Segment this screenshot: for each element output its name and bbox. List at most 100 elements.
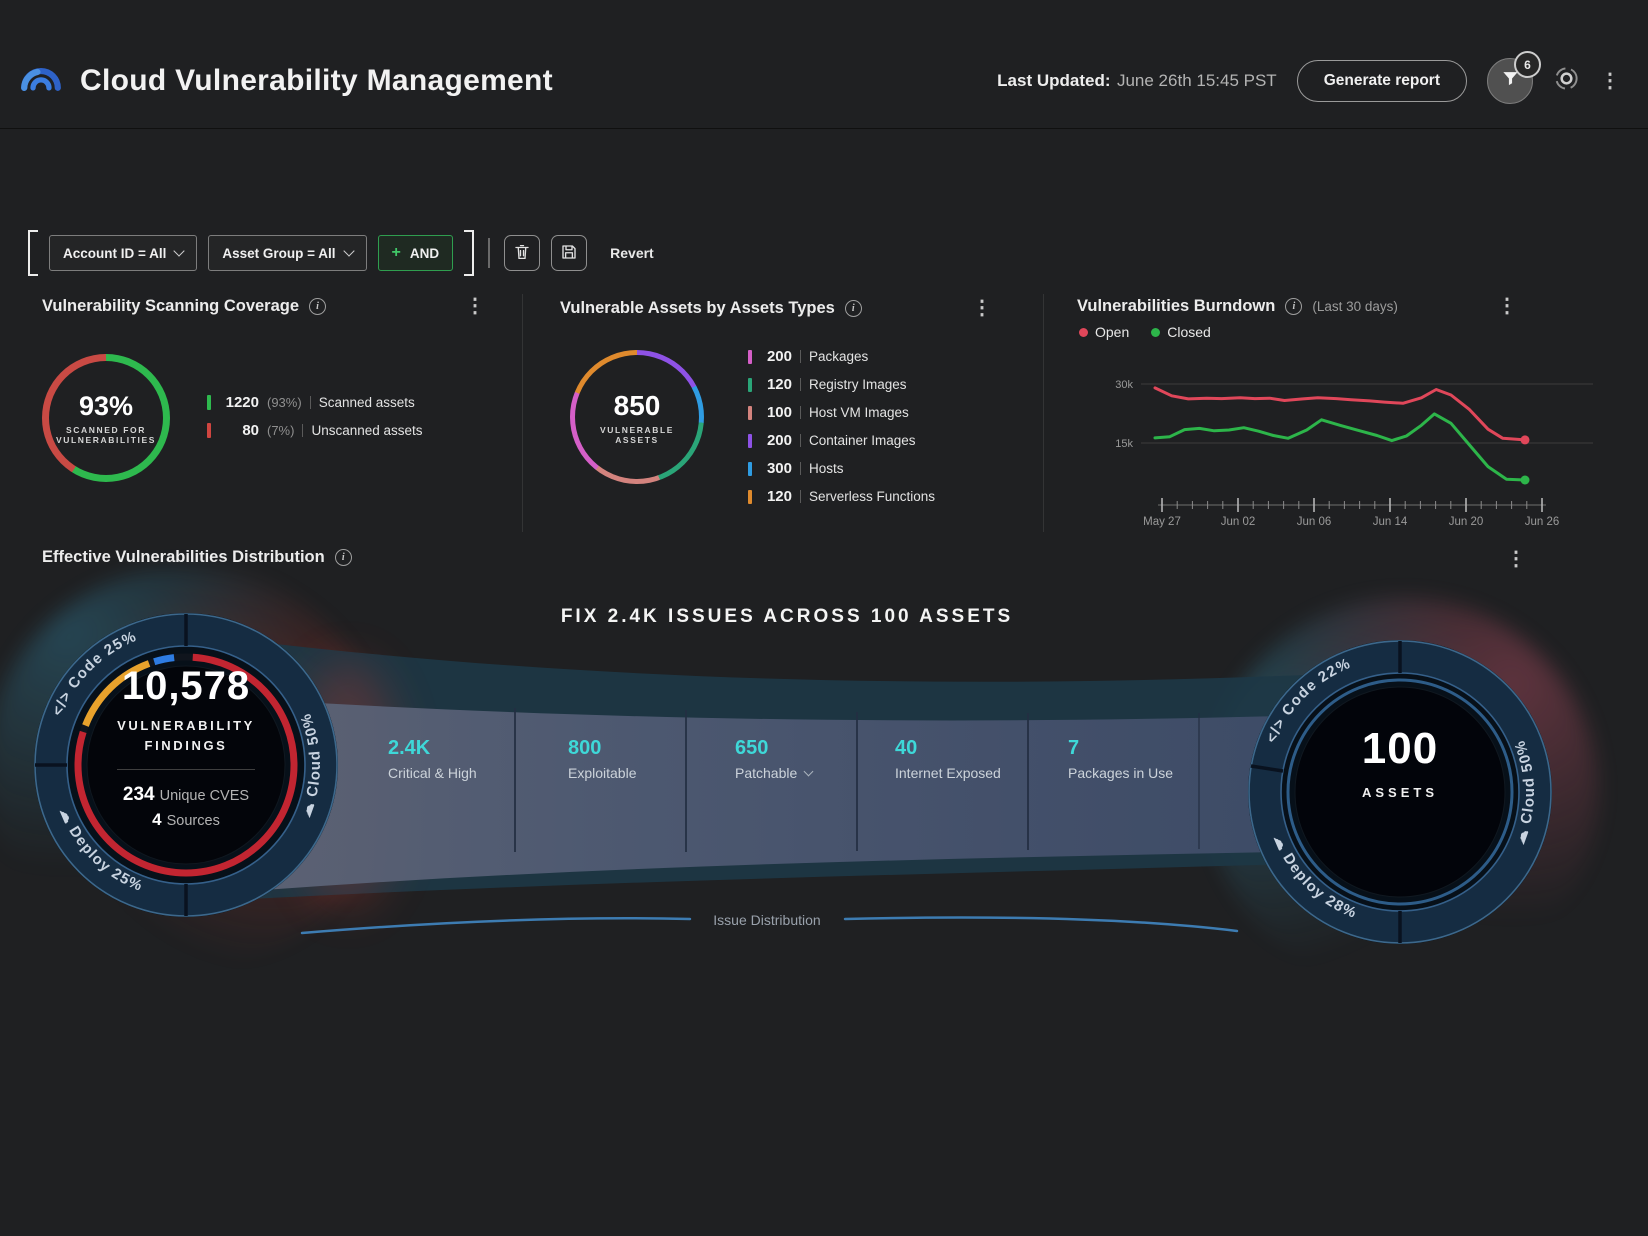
legend-label: Registry Images bbox=[809, 377, 907, 392]
stat-packages-in-use: 7 Packages in Use bbox=[1068, 737, 1173, 781]
findings-label: VULNERABILITY FINDINGS bbox=[117, 718, 255, 754]
stat-value: 2.4K bbox=[388, 737, 431, 759]
legend-value: 1220 bbox=[225, 394, 259, 411]
info-icon[interactable]: i bbox=[309, 297, 327, 315]
asset-group-filter-chip[interactable]: Asset Group = All bbox=[208, 235, 367, 271]
scanning-coverage-kebab[interactable]: ⋮ bbox=[465, 295, 485, 317]
legend-pct: (93%) bbox=[267, 395, 302, 410]
revert-button[interactable]: Revert bbox=[610, 245, 654, 261]
burndown-title: Vulnerabilities Burndown bbox=[1077, 296, 1276, 315]
page-title: Cloud Vulnerability Management bbox=[80, 64, 553, 97]
radar-icon[interactable] bbox=[1553, 65, 1580, 97]
legend-item: 120 Serverless Functions bbox=[748, 488, 935, 505]
filter-bar: Account ID = All Asset Group = All + AND bbox=[28, 230, 654, 276]
stat-critical-high: 2.4K Critical & High bbox=[388, 737, 477, 781]
legend-separator bbox=[800, 462, 801, 475]
legend-label: Open bbox=[1095, 324, 1130, 340]
legend-item: 200 Packages bbox=[748, 348, 935, 365]
scanning-coverage-title: Vulnerability Scanning Coverage bbox=[42, 296, 300, 315]
stat-value: 7 bbox=[1068, 737, 1080, 759]
legend-label: Host VM Images bbox=[809, 405, 909, 420]
findings-gauge-center: 10,578 VULNERABILITY FINDINGS 234 Unique … bbox=[71, 664, 301, 830]
legend-label: Serverless Functions bbox=[809, 489, 936, 504]
chevron-down-icon bbox=[803, 766, 814, 776]
legend-separator bbox=[800, 406, 801, 419]
vulnerable-assets-count: 850 bbox=[613, 389, 661, 421]
svg-text:Jun 02: Jun 02 bbox=[1221, 516, 1256, 528]
vulnerable-assets-kebab[interactable]: ⋮ bbox=[972, 297, 992, 319]
legend-dot bbox=[1079, 327, 1088, 337]
legend-dot bbox=[1151, 327, 1161, 337]
legend-separator bbox=[800, 350, 801, 363]
panel-divider bbox=[1043, 294, 1044, 532]
delete-filters-button[interactable] bbox=[504, 235, 541, 271]
stat-value: 800 bbox=[568, 737, 602, 759]
legend-item: 100 Host VM Images bbox=[748, 404, 935, 421]
legend-label: Packages bbox=[809, 349, 869, 364]
scanning-coverage-panel: Vulnerability Scanning Coverage i ⋮ 93% … bbox=[42, 296, 485, 534]
filter-button[interactable]: 6 bbox=[1487, 51, 1541, 104]
legend-swatch bbox=[207, 395, 211, 410]
stat-label: Exploitable bbox=[568, 765, 637, 781]
filter-count-badge: 6 bbox=[1514, 51, 1541, 78]
asset-group-filter-label: Asset Group = All bbox=[222, 245, 336, 261]
stat-exploitable: 800 Exploitable bbox=[568, 737, 637, 781]
legend-swatch bbox=[748, 377, 752, 392]
generate-report-button[interactable]: Generate report bbox=[1296, 60, 1467, 102]
burndown-chart: 30k 15k May 27 Jun 02 Jun 06 Jun 14 Jun 20 Jun … bbox=[1115, 379, 1593, 528]
filter-divider bbox=[488, 238, 491, 268]
legend-swatch bbox=[748, 405, 752, 420]
burndown-kebab[interactable]: ⋮ bbox=[1497, 295, 1517, 317]
stat-label: Packages in Use bbox=[1068, 765, 1174, 781]
vulnerable-assets-title: Vulnerable Assets by Assets Types bbox=[560, 298, 835, 317]
save-icon bbox=[560, 243, 578, 264]
legend-swatch bbox=[748, 461, 752, 476]
info-icon[interactable]: i bbox=[844, 299, 862, 317]
svg-text:Jun 06: Jun 06 bbox=[1297, 516, 1332, 528]
legend-label: Unscanned assets bbox=[311, 423, 423, 438]
legend-swatch bbox=[748, 433, 752, 448]
legend-item-unscanned: 80 (7%) Unscanned assets bbox=[207, 422, 423, 439]
distribution-kebab[interactable]: ⋮ bbox=[1506, 548, 1526, 570]
svg-text:May 27: May 27 bbox=[1143, 516, 1181, 528]
legend-value: 80 bbox=[242, 422, 259, 439]
scanning-coverage-donut: 93% SCANNED FOR VULNERABILITIES bbox=[42, 354, 170, 482]
stat-label: Patchable bbox=[735, 765, 798, 781]
issue-distribution-label: Issue Distribution bbox=[713, 912, 821, 928]
burndown-subtitle: (Last 30 days) bbox=[1312, 298, 1398, 314]
burndown-panel: Vulnerabilities Burndown i (Last 30 days… bbox=[1077, 295, 1593, 536]
filter-funnel-icon bbox=[1501, 69, 1520, 93]
add-and-filter-button[interactable]: + AND bbox=[377, 235, 454, 271]
filter-group-bracket-open bbox=[28, 230, 38, 276]
stat-value: 40 bbox=[895, 737, 918, 759]
save-filters-button[interactable] bbox=[551, 235, 588, 271]
stat-label: Critical & High bbox=[388, 765, 477, 781]
legend-value: 100 bbox=[766, 404, 792, 421]
header-kebab-menu[interactable]: ⋮ bbox=[1600, 70, 1620, 92]
legend-item-scanned: 1220 (93%) Scanned assets bbox=[207, 394, 423, 411]
assets-count: 100 bbox=[1361, 724, 1439, 773]
sources: 4 Sources bbox=[152, 810, 220, 830]
legend-value: 200 bbox=[766, 432, 792, 449]
vulnerable-assets-panel: Vulnerable Assets by Assets Types i ⋮ 85… bbox=[560, 298, 992, 536]
stat-label: Internet Exposed bbox=[895, 765, 1001, 781]
stat-patchable-dropdown[interactable]: 650 Patchable bbox=[735, 737, 814, 781]
legend-swatch bbox=[748, 349, 752, 364]
assets-gauge-center: 100 ASSETS bbox=[1290, 724, 1510, 803]
chevron-down-icon bbox=[173, 245, 186, 257]
trash-icon bbox=[513, 243, 531, 264]
svg-text:30k: 30k bbox=[1115, 379, 1133, 391]
svg-text:Jun 20: Jun 20 bbox=[1449, 516, 1484, 528]
unique-cves: 234 Unique CVES bbox=[122, 784, 250, 806]
info-icon[interactable]: i bbox=[334, 549, 352, 566]
and-label: AND bbox=[409, 245, 440, 261]
info-icon[interactable]: i bbox=[1285, 297, 1303, 315]
legend-separator bbox=[309, 396, 311, 409]
legend-value: 120 bbox=[766, 376, 792, 393]
vulnerable-assets-label: VULNERABLE ASSETS bbox=[599, 424, 675, 445]
findings-count: 10,578 bbox=[121, 664, 251, 708]
account-id-filter-chip[interactable]: Account ID = All bbox=[49, 235, 198, 271]
last-updated-label: Last Updated: bbox=[997, 71, 1111, 90]
chevron-down-icon bbox=[342, 245, 355, 257]
legend-value: 120 bbox=[766, 488, 792, 505]
